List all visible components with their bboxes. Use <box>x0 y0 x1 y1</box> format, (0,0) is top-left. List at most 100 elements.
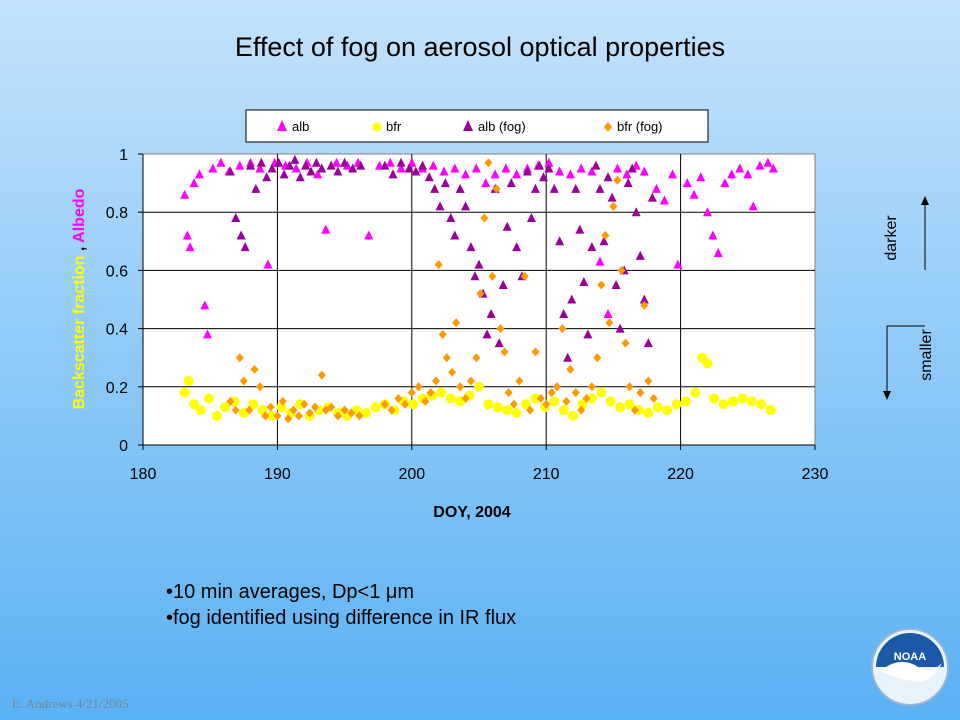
data-point <box>219 402 230 413</box>
data-point <box>708 230 718 240</box>
data-point <box>536 393 545 403</box>
data-point <box>251 183 261 193</box>
data-point <box>356 160 366 170</box>
data-point <box>526 405 535 415</box>
data-point <box>575 224 585 234</box>
data-point <box>476 289 485 299</box>
data-point <box>276 402 287 413</box>
data-point <box>490 169 500 179</box>
y-tick-label: 0.8 <box>106 205 128 222</box>
data-point <box>380 399 389 409</box>
legend-label-alb-fog: alb (fog) <box>478 119 526 134</box>
data-point <box>347 408 356 418</box>
data-point <box>267 163 277 173</box>
data-point <box>256 157 266 167</box>
legend: alb bfr alb (fog) bfr (fog) <box>245 109 709 143</box>
data-point <box>659 195 669 205</box>
data-point <box>571 388 580 398</box>
y-tick-label: 0 <box>119 438 128 455</box>
y-axis-label: Backscatter fraction , Albedo <box>71 188 88 409</box>
data-point <box>333 411 342 421</box>
notes-list: •10 min averages, Dp<1 μm •fog identifie… <box>166 579 516 631</box>
data-point <box>189 178 199 188</box>
data-point <box>576 163 586 173</box>
data-point <box>492 184 501 194</box>
data-point <box>348 163 358 173</box>
data-point <box>194 169 204 179</box>
data-point <box>746 396 757 407</box>
data-point <box>603 172 613 182</box>
data-point <box>448 367 457 377</box>
data-point <box>261 411 270 421</box>
data-point <box>439 166 449 176</box>
data-point <box>728 396 739 407</box>
data-point <box>246 160 256 170</box>
data-point <box>180 189 190 199</box>
data-point <box>421 396 430 406</box>
chart-marks <box>179 154 778 424</box>
data-point <box>442 353 451 363</box>
footer-credit: E. Andrews 4/21/2005 <box>12 696 129 711</box>
data-point <box>625 382 634 392</box>
data-point <box>643 407 654 418</box>
data-point <box>526 213 536 223</box>
data-point <box>668 169 678 179</box>
data-point <box>488 271 497 281</box>
data-point <box>702 207 712 217</box>
data-point <box>311 157 321 167</box>
data-point <box>364 230 374 240</box>
data-point <box>208 163 218 173</box>
data-point <box>483 399 494 410</box>
data-point <box>601 230 610 240</box>
data-point <box>512 242 522 252</box>
data-point <box>274 157 284 167</box>
data-point <box>203 393 214 404</box>
data-point <box>597 280 606 290</box>
data-point <box>461 393 470 403</box>
data-point <box>494 338 504 348</box>
data-point <box>461 169 471 179</box>
data-point <box>430 183 440 193</box>
data-point <box>595 256 605 266</box>
data-point <box>558 324 567 334</box>
smaller-label: smaller <box>918 329 935 381</box>
data-point <box>702 358 713 369</box>
data-point <box>582 393 591 403</box>
y-tick-label: 0.2 <box>106 380 128 397</box>
darker-label: darker <box>883 215 900 261</box>
darker-arrow-head-icon <box>921 196 929 205</box>
data-point <box>340 405 349 415</box>
plot-area <box>142 153 816 446</box>
legend-label-bfr-fog: bfr (fog) <box>617 119 663 134</box>
data-point <box>605 318 614 328</box>
data-point <box>470 271 480 281</box>
data-point <box>558 405 569 416</box>
data-point <box>305 408 314 418</box>
data-point <box>203 329 213 339</box>
data-point <box>273 411 282 421</box>
data-point <box>530 393 541 404</box>
y-tick-label: 1 <box>119 147 128 164</box>
data-point <box>340 157 350 167</box>
data-point <box>411 166 421 176</box>
data-point <box>424 172 434 182</box>
data-point <box>396 157 406 167</box>
data-point <box>586 393 597 404</box>
data-point <box>235 160 245 170</box>
data-point <box>689 189 699 199</box>
data-point <box>567 294 577 304</box>
data-point <box>440 178 450 188</box>
data-point <box>466 242 476 252</box>
data-point <box>438 329 447 339</box>
y-axis-label-bfr: Backscatter fraction <box>71 256 88 410</box>
data-point <box>718 399 729 410</box>
data-point <box>284 160 294 170</box>
data-point <box>235 353 244 363</box>
data-point <box>255 382 264 392</box>
data-point <box>355 411 364 421</box>
y-axis-label-alb: Albedo <box>71 188 88 242</box>
data-point <box>183 375 194 386</box>
data-point <box>200 300 210 310</box>
x-tick-label: 230 <box>802 466 829 483</box>
data-point <box>591 160 601 170</box>
